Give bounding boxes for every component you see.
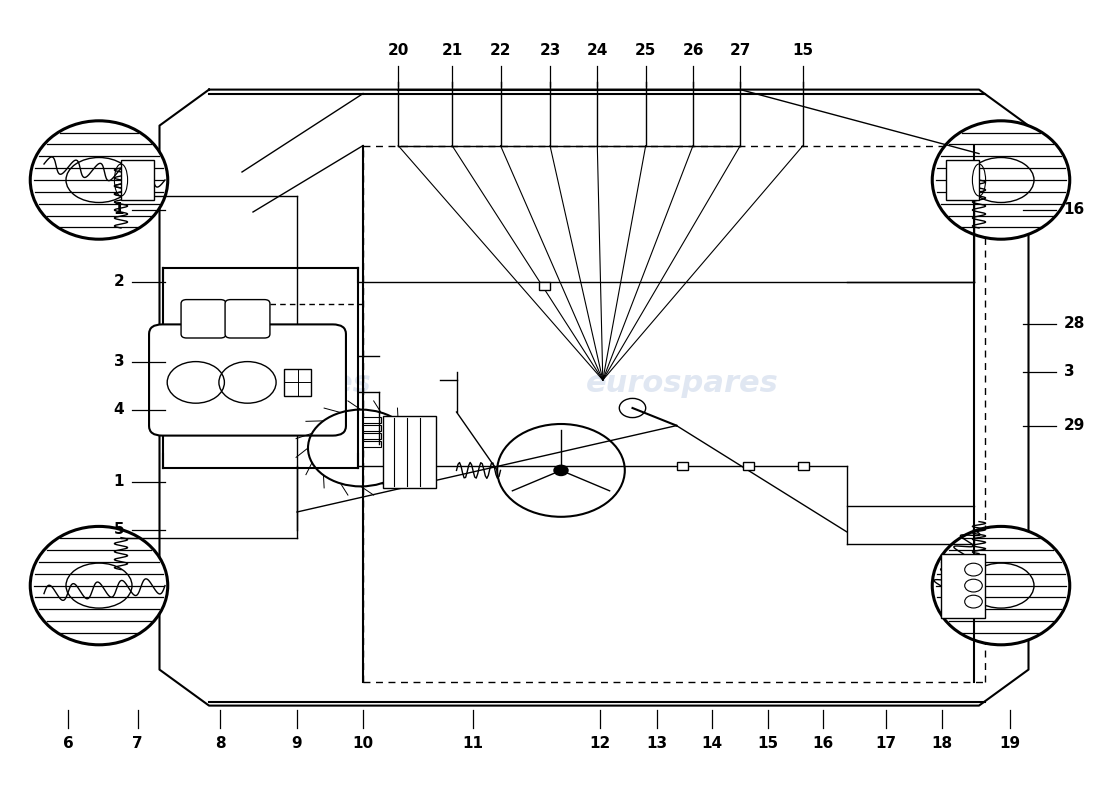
FancyBboxPatch shape [226, 299, 270, 338]
Text: 8: 8 [214, 736, 225, 751]
Text: 14: 14 [701, 736, 723, 751]
Text: eurospares: eurospares [178, 370, 372, 398]
Text: 28: 28 [1064, 317, 1085, 331]
Text: 4: 4 [113, 402, 124, 417]
Text: 23: 23 [539, 42, 561, 58]
Bar [121, 160, 154, 200]
Text: 21: 21 [441, 42, 463, 58]
Text: 7: 7 [132, 736, 143, 751]
Text: 2: 2 [113, 274, 124, 289]
Text: 15: 15 [792, 42, 814, 58]
Circle shape [554, 466, 568, 475]
Text: 16: 16 [1064, 202, 1085, 217]
FancyBboxPatch shape [150, 325, 345, 435]
Text: eurospares: eurospares [585, 370, 779, 398]
Text: 25: 25 [635, 42, 657, 58]
Bar [284, 369, 311, 396]
Text: 16: 16 [812, 736, 834, 751]
Ellipse shape [31, 526, 167, 645]
Text: 29: 29 [1064, 418, 1085, 433]
Ellipse shape [66, 158, 132, 202]
Bar [363, 433, 381, 439]
Ellipse shape [933, 526, 1069, 645]
Bar [676, 462, 688, 470]
Text: 15: 15 [757, 736, 779, 751]
Text: 27: 27 [729, 42, 751, 58]
Bar [363, 425, 381, 431]
Text: 3: 3 [1064, 365, 1075, 379]
Ellipse shape [968, 158, 1034, 202]
Text: 10: 10 [352, 736, 374, 751]
Text: 1: 1 [113, 202, 124, 217]
Text: 5: 5 [113, 522, 124, 537]
Text: 11: 11 [462, 736, 484, 751]
Bar [363, 417, 381, 423]
Text: 24: 24 [586, 42, 608, 58]
Bar [363, 441, 381, 447]
Text: 20: 20 [387, 42, 409, 58]
Ellipse shape [933, 121, 1069, 239]
Text: 9: 9 [292, 736, 302, 751]
Bar [940, 554, 984, 618]
Text: 12: 12 [588, 736, 610, 751]
Text: 26: 26 [682, 42, 704, 58]
Bar [742, 462, 754, 470]
Bar [383, 416, 436, 488]
Ellipse shape [66, 563, 132, 608]
Bar [798, 462, 808, 470]
Text: 6: 6 [63, 736, 74, 751]
Bar [539, 282, 550, 290]
Text: 18: 18 [931, 736, 953, 751]
Ellipse shape [31, 121, 167, 239]
FancyBboxPatch shape [182, 299, 225, 338]
Bar [946, 160, 979, 200]
Text: 3: 3 [113, 354, 124, 369]
Text: 17: 17 [874, 736, 896, 751]
Text: 13: 13 [646, 736, 668, 751]
Text: 1: 1 [113, 474, 124, 489]
Text: 22: 22 [490, 42, 512, 58]
Text: 19: 19 [999, 736, 1021, 751]
Ellipse shape [968, 563, 1034, 608]
